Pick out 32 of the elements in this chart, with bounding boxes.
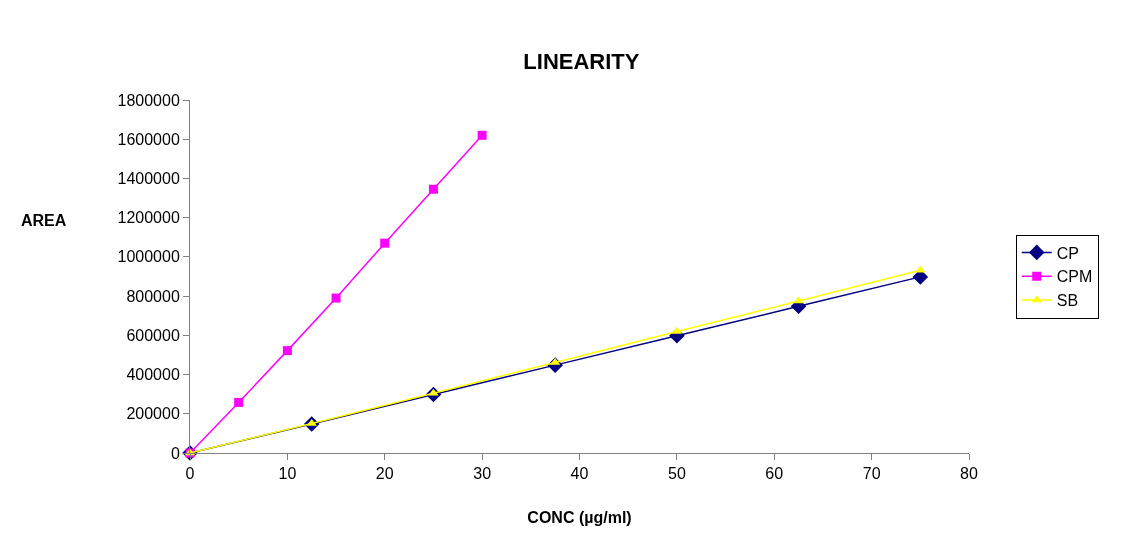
x-tick-label: 70	[862, 465, 881, 483]
y-tick-label: 1400000	[117, 170, 180, 188]
point	[380, 238, 390, 248]
y-tick-label: 1000000	[117, 248, 180, 266]
point	[428, 184, 438, 194]
point	[793, 296, 804, 304]
y-tick-label: 1800000	[117, 91, 180, 109]
legend-label: CP	[1056, 244, 1079, 262]
y-tick-label: 400000	[126, 366, 180, 384]
x-tick-label: 20	[375, 465, 394, 483]
point	[331, 293, 341, 303]
x-tick-label: 10	[278, 465, 297, 483]
x-tick-label: 80	[960, 465, 978, 483]
x-tick-label: 40	[570, 465, 589, 483]
legend-label: CPM	[1056, 268, 1093, 286]
point	[282, 346, 292, 356]
legend-label: SB	[1056, 292, 1079, 310]
y-tick-label: 200000	[126, 405, 180, 423]
y-axis-title: AREA	[21, 212, 67, 229]
chart-title: LINEARITY	[523, 48, 640, 74]
x-tick-label: 30	[473, 465, 492, 483]
y-tick-label: 1600000	[117, 130, 180, 148]
x-axis-title: CONC (µg/ml)	[527, 508, 632, 526]
x-tick-label: 50	[667, 465, 686, 483]
x-tick-label: 60	[765, 465, 784, 483]
y-tick-label: 0	[170, 444, 180, 462]
y-tick-label: 1200000	[117, 209, 180, 227]
y-tick-label: 800000	[126, 287, 180, 305]
x-tick-label: 0	[185, 465, 195, 483]
y-tick-label: 600000	[126, 326, 180, 344]
point	[234, 397, 244, 407]
point	[477, 130, 487, 140]
